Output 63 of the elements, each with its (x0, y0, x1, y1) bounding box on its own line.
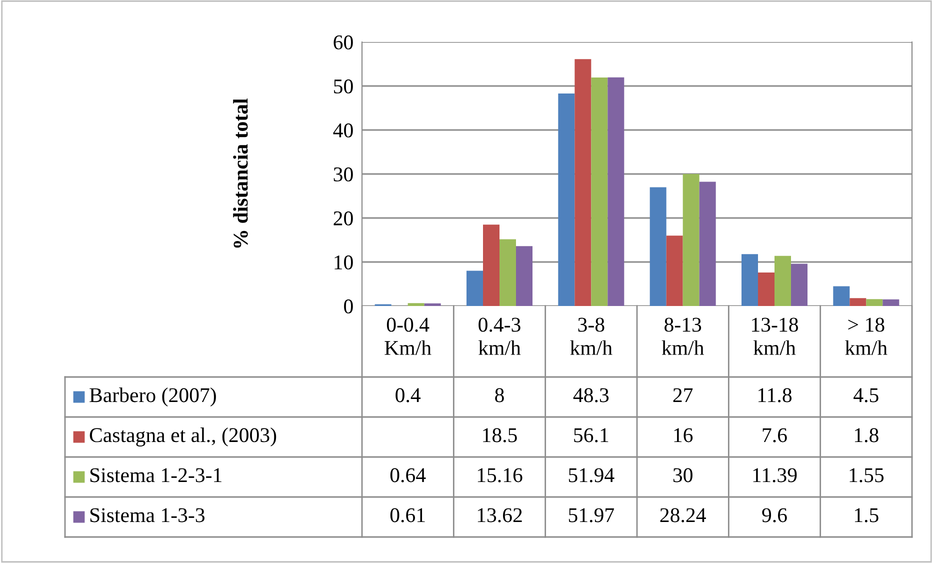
bar (558, 93, 575, 306)
legend-label: Sistema 1-2-3-1 (90, 468, 222, 482)
bar (408, 303, 424, 306)
bar (682, 174, 700, 306)
bar (483, 224, 500, 306)
bar (742, 254, 758, 306)
data-label: 1.5 (854, 508, 878, 522)
bar (850, 298, 866, 306)
bar (699, 182, 716, 306)
y-tick-label: 50 (334, 79, 353, 94)
bar (666, 236, 683, 306)
bar (424, 303, 441, 306)
y-tick-label: 20 (334, 211, 353, 226)
y-tick-label: 10 (334, 255, 353, 270)
data-label: 51.94 (568, 468, 614, 482)
data-label: 16 (674, 428, 693, 442)
x-tick-label: > 18 km/h (845, 318, 888, 356)
data-label: 48.3 (573, 388, 609, 402)
bar (516, 246, 532, 306)
data-label: 13.62 (478, 508, 522, 522)
data-label: 8 (495, 388, 504, 402)
data-label: 28.24 (660, 508, 706, 522)
y-axis-title: % distancia total (233, 98, 248, 248)
x-tick-label: 13-18 km/h (752, 318, 798, 356)
data-label: 27 (673, 388, 693, 402)
y-tick-label: 0 (344, 299, 353, 314)
data-label: 0.64 (390, 468, 426, 482)
data-label: 1.55 (850, 468, 884, 482)
data-label: 11.39 (753, 468, 797, 482)
data-label: 1.8 (854, 428, 878, 442)
y-tick-label: 40 (333, 123, 353, 138)
legend-label: Barbero (2007) (90, 388, 216, 406)
bar (574, 59, 592, 306)
bar (500, 239, 516, 306)
bar (466, 270, 483, 306)
data-label: 0.4 (396, 388, 421, 402)
x-tick-label: 0.4-3 km/h (478, 318, 521, 356)
data-label: 51.97 (568, 508, 614, 522)
x-tick-label: 0-0.4 Km/h (384, 318, 432, 356)
bar (650, 187, 666, 306)
y-tick-label: 60 (334, 35, 353, 50)
data-label: 15.16 (478, 468, 522, 482)
y-tick-label: 30 (334, 167, 353, 182)
bar (791, 264, 808, 306)
legend-label: Sistema 1-3-3 (90, 508, 204, 522)
bar (758, 272, 774, 306)
data-label: 7.6 (762, 428, 787, 442)
data-label: 18.5 (483, 428, 517, 442)
data-label: 9.6 (762, 508, 787, 522)
bar (608, 77, 624, 306)
x-tick-label: 8-13 km/h (662, 318, 704, 356)
x-tick-label: 3-8 km/h (570, 318, 612, 356)
data-label: 0.61 (390, 508, 425, 522)
bar (833, 286, 850, 306)
data-label: 4.5 (854, 388, 878, 402)
bar (882, 299, 900, 306)
bar (591, 77, 608, 306)
data-label: 56.1 (574, 428, 608, 442)
data-label: 30 (673, 468, 692, 482)
legend-label: Castagna et al., (2003) (90, 428, 276, 446)
bar (774, 256, 791, 306)
data-label: 11.8 (758, 388, 792, 402)
bar (866, 299, 883, 306)
